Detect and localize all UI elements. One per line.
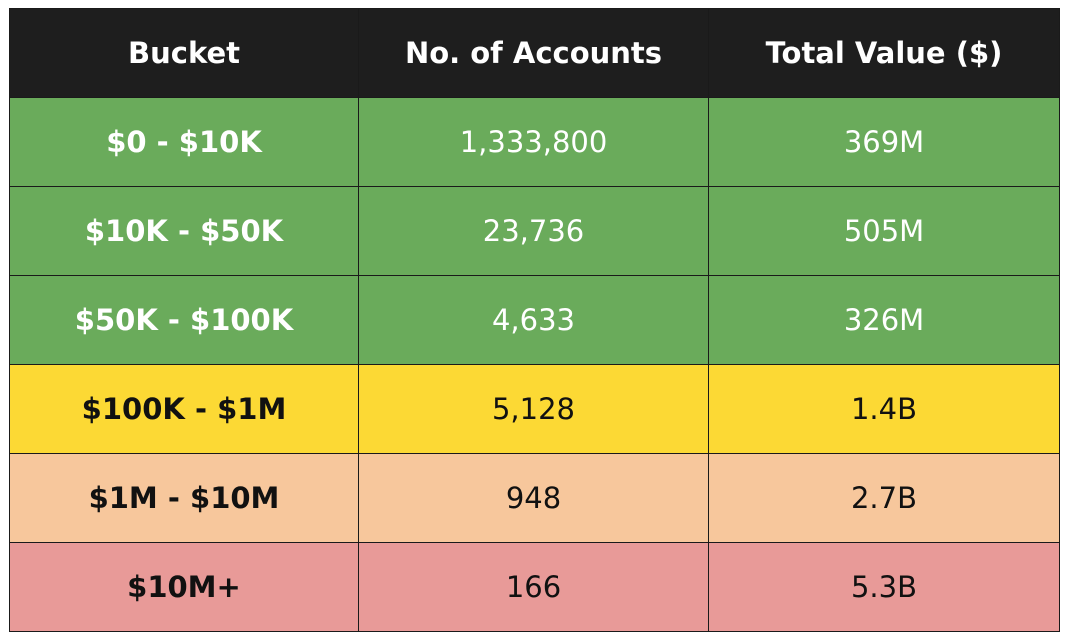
table-row: $50K - $100K 4,633 326M [9,275,1060,365]
accounts-cell: 4,633 [358,275,709,365]
value-cell: 326M [708,275,1060,365]
accounts-cell: 948 [358,453,709,543]
accounts-bucket-table: Bucket No. of Accounts Total Value ($) $… [9,8,1060,632]
bucket-cell: $10M+ [9,542,359,632]
table-row: $10K - $50K 23,736 505M [9,186,1060,276]
header-row: Bucket No. of Accounts Total Value ($) [9,8,1060,98]
accounts-cell: 23,736 [358,186,709,276]
header-accounts: No. of Accounts [358,8,709,98]
bucket-cell: $100K - $1M [9,364,359,454]
accounts-cell: 166 [358,542,709,632]
table-row: $100K - $1M 5,128 1.4B [9,364,1060,454]
accounts-cell: 5,128 [358,364,709,454]
accounts-cell: 1,333,800 [358,97,709,187]
bucket-cell: $1M - $10M [9,453,359,543]
table-row: $1M - $10M 948 2.7B [9,453,1060,543]
value-cell: 369M [708,97,1060,187]
bucket-cell: $10K - $50K [9,186,359,276]
bucket-cell: $0 - $10K [9,97,359,187]
bucket-cell: $50K - $100K [9,275,359,365]
header-bucket: Bucket [9,8,359,98]
table-row: $0 - $10K 1,333,800 369M [9,97,1060,187]
value-cell: 2.7B [708,453,1060,543]
value-cell: 5.3B [708,542,1060,632]
value-cell: 1.4B [708,364,1060,454]
header-total-value: Total Value ($) [708,8,1060,98]
value-cell: 505M [708,186,1060,276]
table-row: $10M+ 166 5.3B [9,542,1060,632]
